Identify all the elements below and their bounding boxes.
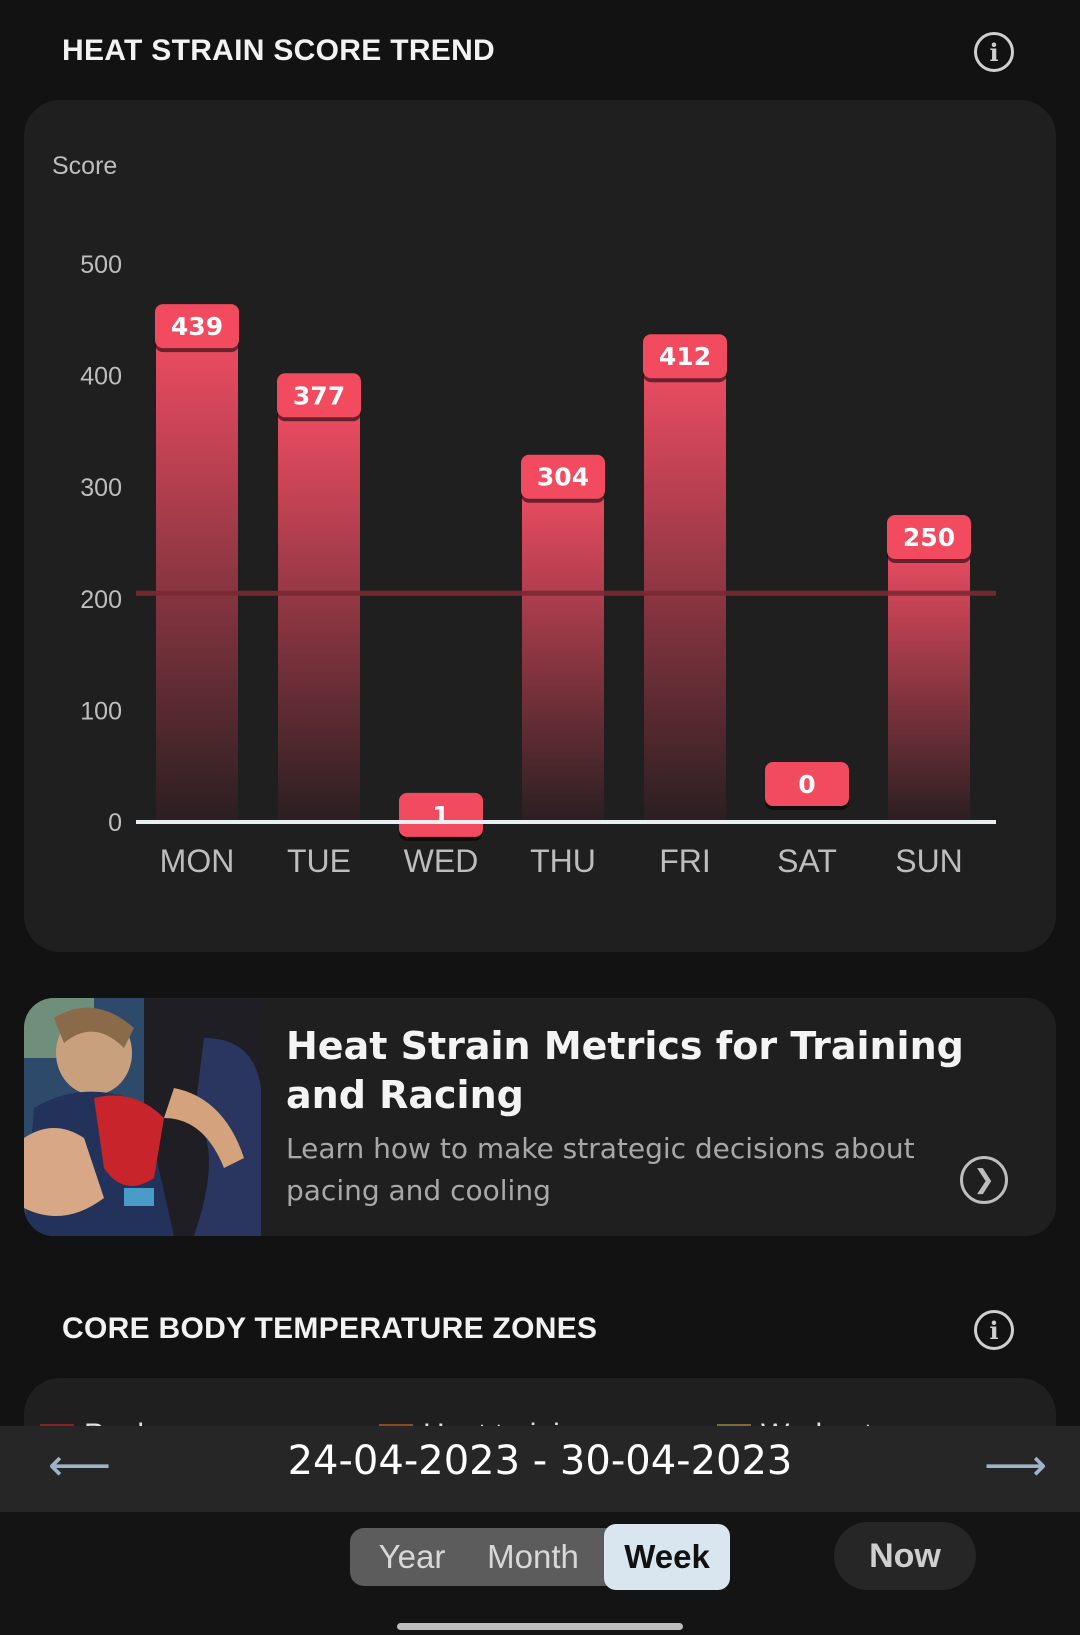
data-label-badge [643,334,727,379]
data-label: 1 [432,801,449,830]
bar-thu[interactable] [522,482,604,822]
date-navigation-bar: ⟵ 24-04-2023 - 30-04-2023 ⟶ [0,1426,1080,1512]
article-description: Learn how to make strategic decisions ab… [286,1132,915,1207]
y-tick-label: 200 [80,586,122,614]
x-tick-label: SAT [777,843,837,879]
data-label: 412 [659,342,711,371]
bar-tue[interactable] [278,401,360,822]
y-tick-label: 300 [80,474,122,502]
x-tick-label: MON [160,843,235,879]
arrow-right-icon[interactable]: ⟶ [984,1440,1048,1491]
date-range: 24-04-2023 - 30-04-2023 [287,1438,793,1484]
period-option-month[interactable]: Month [487,1538,579,1575]
data-label-badge [277,373,361,418]
data-label: 0 [798,770,815,799]
x-tick-label: WED [404,843,479,879]
core-temp-section-title: CORE BODY TEMPERATURE ZONES [62,1312,598,1345]
y-tick-label: 400 [80,363,122,391]
data-label: 250 [903,523,955,552]
period-option-week[interactable]: Week [604,1524,730,1590]
x-tick-label: TUE [287,843,351,879]
info-icon[interactable]: i [974,32,1014,72]
data-label: 439 [171,312,223,341]
article-title[interactable]: Heat Strain Metrics for Training and Rac… [286,1024,964,1117]
data-label-badge [155,304,239,349]
now-button[interactable]: Now [834,1522,976,1590]
period-segmented-control: Year Month Week [350,1524,730,1590]
bar-mon[interactable] [156,332,238,822]
data-label-badge [399,792,483,837]
x-tick-label: SUN [895,843,963,879]
heat-strain-chart-card: Score 0 100 200 300 400 500 439 377 1 304 412 0 250… [24,100,1056,952]
period-selector-bar: Year Month Week Now [0,1512,1080,1635]
y-axis-label: Score [52,152,117,180]
data-label-badge [521,454,605,499]
article-photo [24,998,261,1236]
period-option-year[interactable]: Year [378,1538,446,1575]
data-label-badge [887,515,971,559]
data-label: 304 [537,463,589,492]
y-tick-label: 100 [80,697,122,725]
x-tick-label: FRI [659,843,711,879]
data-label-badge [765,762,849,806]
home-indicator [397,1623,683,1630]
heat-strain-bar-chart: Score 0 100 200 300 400 500 439 377 1 304 412 0 250… [52,152,996,879]
y-tick-label: 500 [80,251,122,279]
heat-strain-section-title: HEAT STRAIN SCORE TREND [62,34,496,67]
bar-sun[interactable] [888,543,970,822]
info-icon[interactable]: i [974,1310,1014,1350]
chevron-right-icon[interactable]: ❯ [960,1156,1008,1204]
article-card[interactable]: Heat Strain Metrics for Training and Rac… [24,998,1056,1236]
arrow-left-icon[interactable]: ⟵ [48,1440,112,1491]
data-label: 377 [293,381,345,410]
y-tick-label: 0 [108,809,122,837]
x-tick-label: THU [530,843,596,879]
